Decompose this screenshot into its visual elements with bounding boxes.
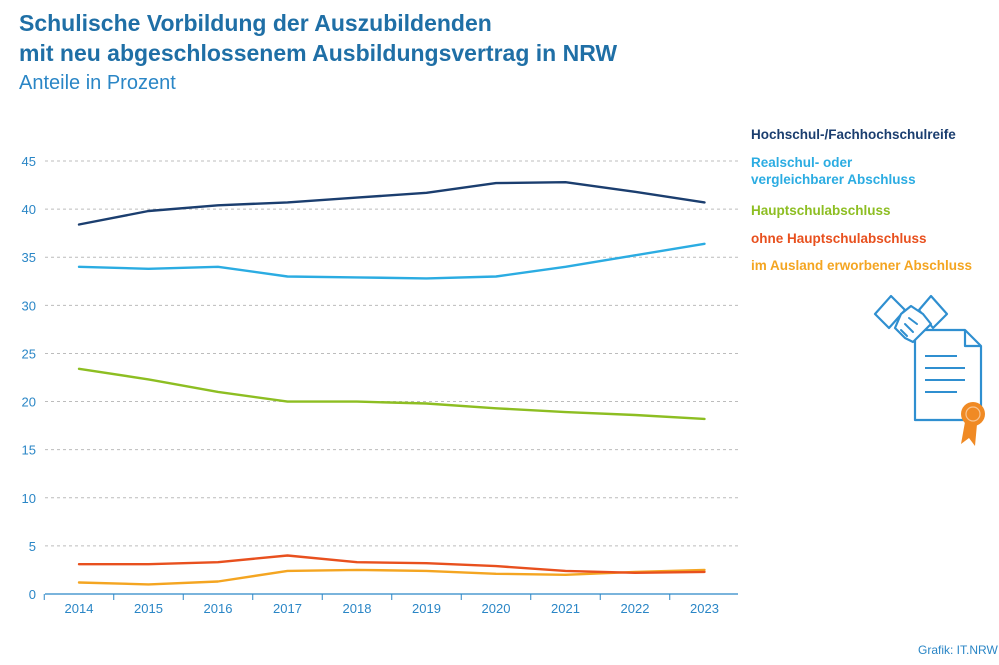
series-line-5	[77, 568, 706, 586]
chart-title-line-2: mit neu abgeschlossenem Ausbildungsvertr…	[19, 40, 618, 66]
y-tick-label: 30	[22, 298, 36, 313]
y-tick-label: 25	[22, 346, 36, 361]
x-tick-label: 2019	[412, 601, 441, 616]
series-line-4	[77, 554, 706, 574]
chart-credit: Grafik: IT.NRW	[918, 643, 998, 657]
x-tick-label: 2022	[621, 601, 650, 616]
x-tick-label: 2015	[134, 601, 163, 616]
chart-title-line-1: Schulische Vorbildung der Auszubildenden	[19, 10, 492, 36]
line-chart: 0 5 10 15 20 25 30 35 40 45 2014 2015 2016 2017 2018 20…	[22, 127, 985, 616]
series-line-1	[77, 181, 706, 226]
y-tick-label: 35	[22, 250, 36, 265]
y-tick-label: 45	[22, 154, 36, 169]
x-tick-label: 2021	[551, 601, 580, 616]
y-tick-label: 10	[22, 491, 36, 506]
legend-entry-3: Hauptschulabschluss	[751, 203, 891, 218]
y-tick-label: 40	[22, 202, 36, 217]
x-tick-label: 2018	[343, 601, 372, 616]
chart-subtitle: Anteile in Prozent	[19, 72, 176, 94]
y-tick-label: 15	[22, 443, 36, 458]
y-tick-label: 20	[22, 395, 36, 410]
x-tick-label: 2016	[204, 601, 233, 616]
y-tick-label: 5	[29, 539, 36, 554]
handshake-certificate-icon	[873, 294, 985, 446]
series-line-3	[77, 367, 706, 421]
y-tick-label: 0	[29, 587, 36, 602]
x-tick-label: 2023	[690, 601, 719, 616]
legend-entry-5: im Ausland erworbener Abschluss	[751, 258, 972, 273]
series-line-2	[77, 242, 706, 280]
legend-entry-1: Hochschul-/Fachhochschulreife	[751, 127, 956, 142]
x-tick-label: 2020	[482, 601, 511, 616]
chart-title: Schulische Vorbildung der Auszubildenden…	[19, 8, 617, 68]
x-tick-label: 2017	[273, 601, 302, 616]
x-tick-label: 2014	[65, 601, 94, 616]
legend-entry-4: ohne Hauptschulabschluss	[751, 231, 927, 246]
legend-entry-2: Realschul- oder vergleichbarer Abschluss	[751, 155, 916, 187]
